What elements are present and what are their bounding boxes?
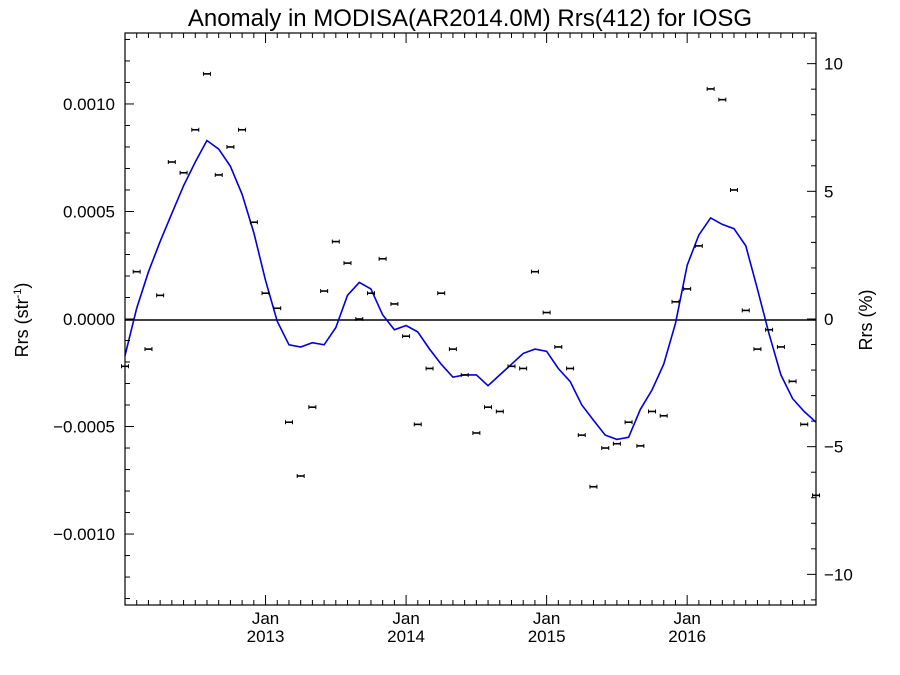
data-point xyxy=(156,293,165,298)
x-tick-label-year: 2013 xyxy=(247,627,285,646)
data-point xyxy=(214,172,223,177)
data-point xyxy=(519,366,528,371)
smoothed-series-line xyxy=(124,139,817,441)
data-point xyxy=(261,291,270,296)
data-point xyxy=(413,422,422,427)
data-point xyxy=(472,430,481,435)
data-point xyxy=(612,441,621,446)
data-point xyxy=(378,256,387,261)
x-tick-label-month: Jan xyxy=(673,609,700,628)
left-tick-label: 0.0010 xyxy=(63,95,115,114)
data-point xyxy=(706,86,715,91)
data-point xyxy=(202,71,211,76)
data-point xyxy=(741,308,750,313)
right-y-axis: 10 5 0 −5 −10 xyxy=(807,37,853,601)
data-point xyxy=(425,366,434,371)
right-y-axis-label: Rrs (%) xyxy=(856,290,876,351)
left-y-axis: 0.0010 0.0005 0.0000 −0.0005 −0.0010 xyxy=(53,38,134,600)
data-point xyxy=(320,289,329,294)
left-y-axis-label-end: ) xyxy=(12,283,32,289)
data-point xyxy=(800,422,809,427)
data-point xyxy=(601,446,610,451)
right-tick-label: 10 xyxy=(824,55,843,74)
data-point xyxy=(402,334,411,339)
data-point xyxy=(331,239,340,244)
data-point xyxy=(273,306,282,311)
data-point xyxy=(132,269,141,274)
data-point xyxy=(249,220,258,225)
data-point xyxy=(484,405,493,410)
left-tick-label: 0.0000 xyxy=(63,310,115,329)
data-point xyxy=(167,160,176,165)
x-tick-label-month: Jan xyxy=(533,609,560,628)
data-point xyxy=(589,484,598,489)
right-tick-label: −5 xyxy=(824,438,843,457)
data-point xyxy=(683,286,692,291)
x-tick-label-year: 2014 xyxy=(387,627,425,646)
data-point xyxy=(308,405,317,410)
data-point xyxy=(765,327,774,332)
data-point xyxy=(624,420,633,425)
data-point xyxy=(460,372,469,377)
data-point xyxy=(729,187,738,192)
data-point xyxy=(542,310,551,315)
data-point xyxy=(636,443,645,448)
data-point xyxy=(776,344,785,349)
left-y-axis-label-main: Rrs (str xyxy=(12,298,32,357)
left-tick-label: −0.0005 xyxy=(53,418,115,437)
left-y-axis-label-sup: -1 xyxy=(12,289,24,299)
data-point xyxy=(507,364,516,369)
x-tick-label-year: 2016 xyxy=(668,627,706,646)
data-point xyxy=(390,301,399,306)
left-tick-label: 0.0005 xyxy=(63,202,115,221)
data-point xyxy=(694,243,703,248)
data-point xyxy=(671,299,680,304)
data-point xyxy=(530,269,539,274)
x-tick-label-year: 2015 xyxy=(528,627,566,646)
data-point xyxy=(296,473,305,478)
data-point xyxy=(648,409,657,414)
data-point xyxy=(179,170,188,175)
right-tick-label: −10 xyxy=(824,565,853,584)
x-tick-label-month: Jan xyxy=(392,609,419,628)
left-tick-label: −0.0010 xyxy=(53,525,115,544)
plot-frame xyxy=(124,32,817,606)
data-point xyxy=(566,366,575,371)
data-point xyxy=(226,144,235,149)
chart-title: Anomaly in MODISA(AR2014.0M) Rrs(412) fo… xyxy=(188,5,752,32)
data-point xyxy=(495,409,504,414)
data-point xyxy=(355,317,364,321)
left-y-axis-label: Rrs (str-1) xyxy=(12,283,32,358)
data-point xyxy=(144,347,153,352)
data-point xyxy=(753,347,762,352)
plot-area xyxy=(121,32,821,606)
data-point xyxy=(437,291,446,296)
right-tick-label: 0 xyxy=(824,310,833,329)
data-point xyxy=(285,420,294,425)
data-point xyxy=(788,379,797,384)
data-point xyxy=(343,261,352,266)
data-point xyxy=(659,413,668,418)
data-point xyxy=(448,347,457,352)
anomaly-points xyxy=(121,71,821,498)
data-point xyxy=(577,433,586,438)
x-tick-label-month: Jan xyxy=(252,609,279,628)
data-point xyxy=(366,291,375,296)
data-point xyxy=(718,97,727,102)
data-point xyxy=(191,127,200,132)
data-point xyxy=(554,344,563,349)
right-tick-label: 5 xyxy=(824,182,833,201)
data-point xyxy=(238,127,247,132)
